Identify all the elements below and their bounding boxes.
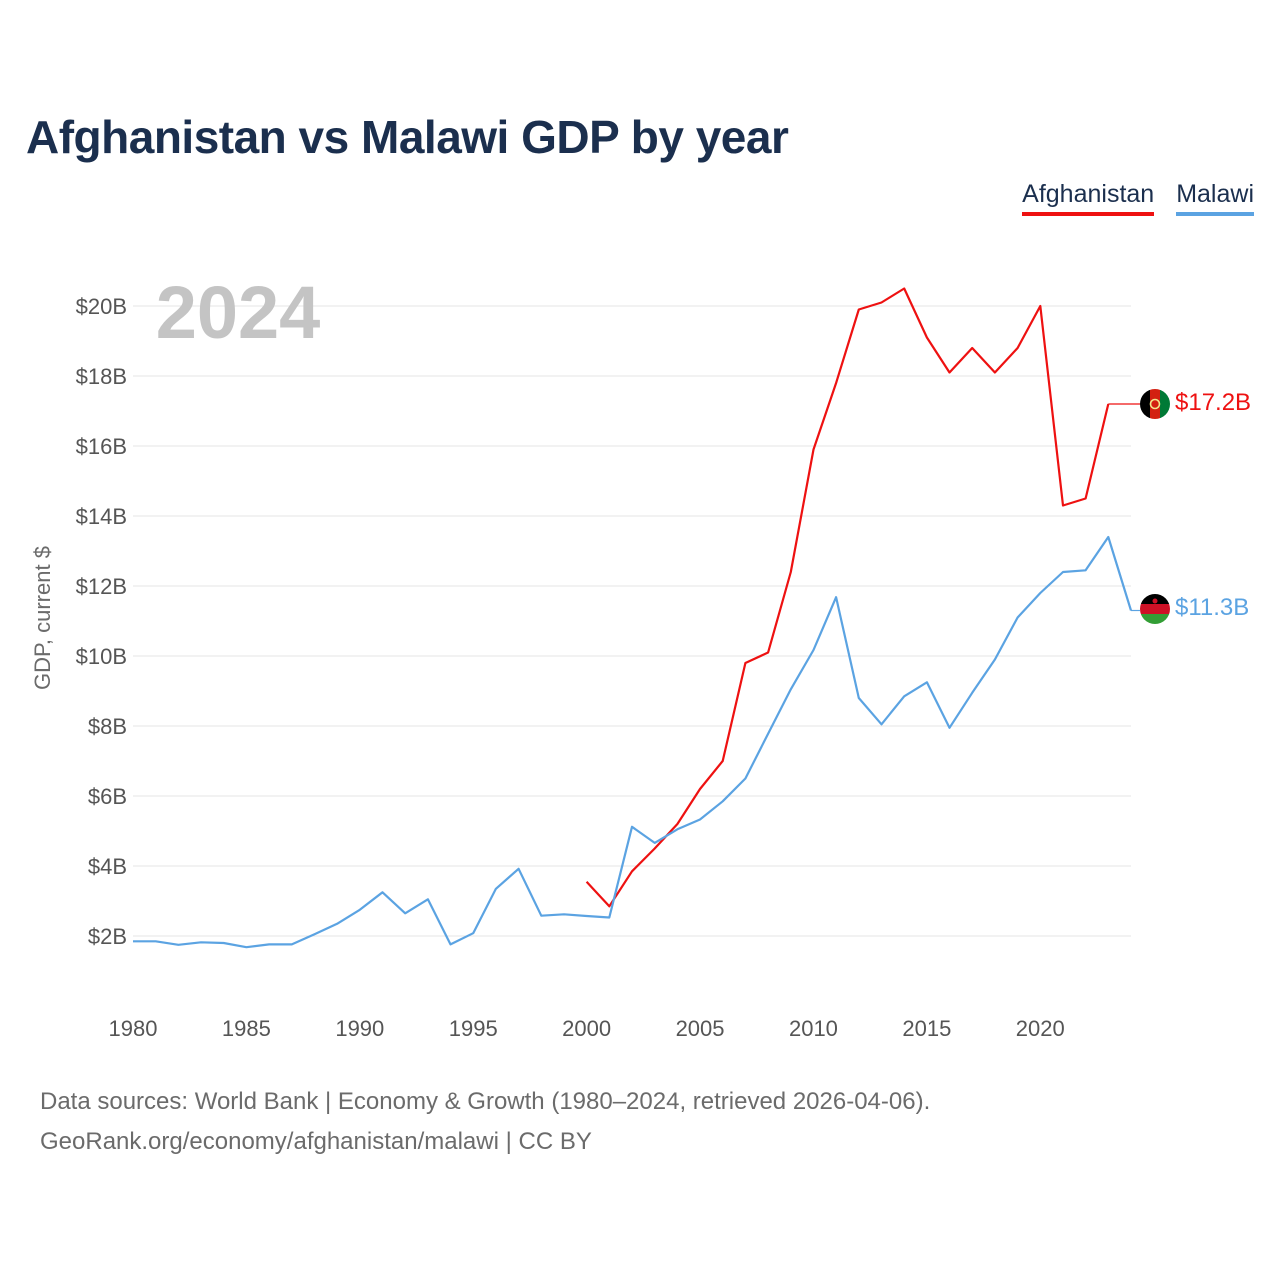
line-chart: $2B $4B $6B $8B $10B $12B $14B $16B $18B $20B 198…	[30, 271, 1251, 1041]
y-tick-label: $12B	[76, 574, 127, 599]
x-tick-label: 1985	[222, 1016, 271, 1041]
x-tick-label: 1980	[109, 1016, 158, 1041]
x-tick-label: 1990	[335, 1016, 384, 1041]
malawi-flag-icon	[1140, 594, 1170, 624]
y-tick-label: $14B	[76, 504, 127, 529]
y-tick-label: $20B	[76, 294, 127, 319]
source-line-1: Data sources: World Bank | Economy & Gro…	[40, 1088, 931, 1115]
malawi-end-value-label: $11.3B	[1175, 594, 1249, 621]
legend-item-malawi[interactable]: Malawi	[1176, 180, 1254, 216]
afghanistan-series-line[interactable]	[585, 287, 1110, 908]
y-tick-label: $18B	[76, 364, 127, 389]
year-watermark-label: 2024	[156, 271, 321, 354]
y-tick-label: $6B	[88, 784, 127, 809]
afghanistan-end-value-label: $17.2B	[1175, 389, 1251, 416]
y-tick-label: $4B	[88, 854, 127, 879]
source-note: Data sources: World Bank | Economy & Gro…	[40, 1082, 930, 1162]
x-tick-label: 2020	[1016, 1016, 1065, 1041]
malawi-series-line[interactable]	[133, 535, 1133, 949]
y-tick-label: $2B	[88, 924, 127, 949]
source-line-2[interactable]: GeoRank.org/economy/afghanistan/malawi |…	[40, 1128, 592, 1155]
chart-title: Afghanistan vs Malawi GDP by year	[26, 111, 789, 163]
legend-item-afghanistan[interactable]: Afghanistan	[1022, 180, 1155, 216]
x-tick-label: 2000	[562, 1016, 611, 1041]
x-tick-label: 2005	[676, 1016, 725, 1041]
y-tick-label: $8B	[88, 714, 127, 739]
legend: Afghanistan Malawi	[1022, 180, 1254, 216]
x-tick-label: 1995	[449, 1016, 498, 1041]
y-axis-label: GDP, current $	[30, 546, 55, 690]
y-axis-ticks: $2B $4B $6B $8B $10B $12B $14B $16B $18B $20B	[76, 294, 127, 949]
x-tick-label: 2015	[902, 1016, 951, 1041]
y-tick-label: $10B	[76, 644, 127, 669]
x-tick-label: 2010	[789, 1016, 838, 1041]
afghanistan-flag-icon	[1140, 389, 1170, 419]
gridlines	[133, 305, 1131, 937]
y-tick-label: $16B	[76, 434, 127, 459]
x-axis-ticks: 1980 1985 1990 1995 2000 2005 2010 2015 2020	[109, 1016, 1065, 1041]
series-lines	[133, 287, 1140, 949]
